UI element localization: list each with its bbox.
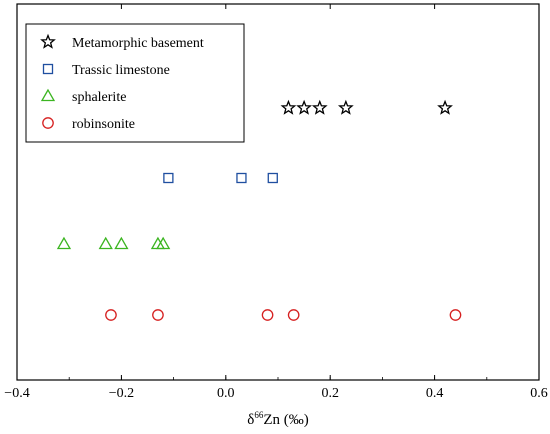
circle-marker	[261, 309, 274, 321]
legend-star-icon	[40, 33, 56, 49]
x-tick-label: 0.4	[426, 386, 444, 401]
x-tick-label: 0.0	[217, 386, 235, 401]
x-axis-ticks	[16, 4, 540, 380]
star-marker	[337, 99, 354, 115]
data-markers	[56, 99, 462, 321]
triangle-marker	[114, 236, 129, 250]
legend-triangle-icon	[40, 88, 56, 102]
x-axis-title-rest: Zn (‰)	[263, 412, 308, 428]
star-marker	[280, 99, 297, 115]
x-axis-title-superscript: 66	[254, 410, 264, 420]
legend-box	[25, 23, 245, 143]
square-marker	[267, 172, 278, 184]
triangle-marker	[56, 236, 72, 250]
circle-marker	[152, 309, 164, 321]
star-marker	[296, 99, 312, 115]
legend-label: Metamorphic basement	[72, 36, 204, 51]
x-axis-tick-labels: −0.4 −0.2 0.0 0.2 0.4 0.6	[4, 386, 547, 401]
square-marker	[163, 172, 174, 184]
x-tick-label: −0.4	[4, 386, 29, 401]
square-marker	[236, 172, 247, 184]
legend-circle-icon	[42, 117, 54, 129]
circle-marker	[105, 309, 117, 321]
legend-label: sphalerite	[72, 90, 126, 105]
x-tick-label: −0.2	[109, 386, 134, 401]
circle-marker	[287, 309, 300, 321]
legend: Metamorphic basement Trassic limestone sph…	[40, 33, 204, 132]
circle-marker	[449, 309, 462, 321]
x-axis-title-delta: δ	[247, 412, 254, 428]
star-marker	[437, 99, 453, 115]
legend-label: robinsonite	[72, 117, 135, 132]
legend-label: Trassic limestone	[72, 63, 170, 78]
triangle-marker	[156, 236, 171, 250]
triangle-marker	[98, 236, 113, 250]
star-marker	[311, 99, 328, 115]
x-tick-label: 0.2	[321, 386, 339, 401]
legend-square-icon	[42, 63, 54, 75]
x-axis-title: δ66Zn (‰)	[247, 410, 308, 428]
x-tick-label: 0.6	[530, 386, 548, 401]
